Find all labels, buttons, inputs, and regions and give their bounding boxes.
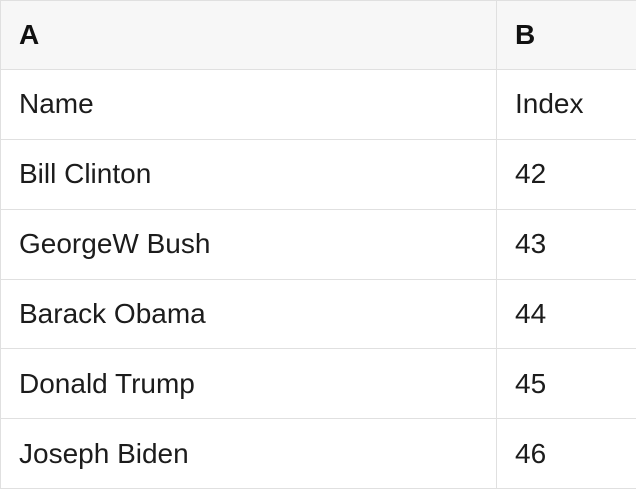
cell-a2[interactable]: Bill Clinton [1, 139, 497, 210]
cell-b1[interactable]: Index [497, 70, 636, 140]
cell-b2[interactable]: 42 [497, 139, 636, 210]
cell-b3-value: 43 [515, 228, 547, 260]
cell-a6[interactable]: Joseph Biden [1, 419, 497, 489]
cell-b2-value: 42 [515, 158, 547, 190]
column-header-b-label: B [515, 19, 536, 50]
cell-b6-value: 46 [515, 437, 547, 469]
cell-a5-value: Donald Trump [19, 367, 195, 399]
cell-b5[interactable]: 45 [497, 349, 636, 420]
column-header-a-label: A [19, 19, 40, 50]
cell-a4[interactable]: Barack Obama [1, 279, 497, 350]
cell-a2-value: Bill Clinton [19, 158, 152, 190]
cell-a3[interactable]: GeorgeW Bush [1, 209, 497, 280]
cell-b5-value: 45 [515, 367, 547, 399]
cell-b4-value: 44 [515, 297, 547, 329]
column-header-a[interactable]: A [1, 1, 497, 70]
cell-a6-value: Joseph Biden [19, 437, 189, 469]
column-header-b[interactable]: B [497, 1, 636, 70]
cell-b4[interactable]: 44 [497, 279, 636, 350]
cell-b6[interactable]: 46 [497, 419, 636, 489]
cell-a3-value: GeorgeW Bush [19, 228, 211, 260]
cell-b1-value: Index [515, 88, 584, 120]
cell-b3[interactable]: 43 [497, 209, 636, 280]
cell-a5[interactable]: Donald Trump [1, 349, 497, 420]
cell-a1[interactable]: Name [1, 70, 497, 140]
cell-a4-value: Barack Obama [19, 297, 206, 329]
cell-a1-value: Name [19, 88, 94, 120]
